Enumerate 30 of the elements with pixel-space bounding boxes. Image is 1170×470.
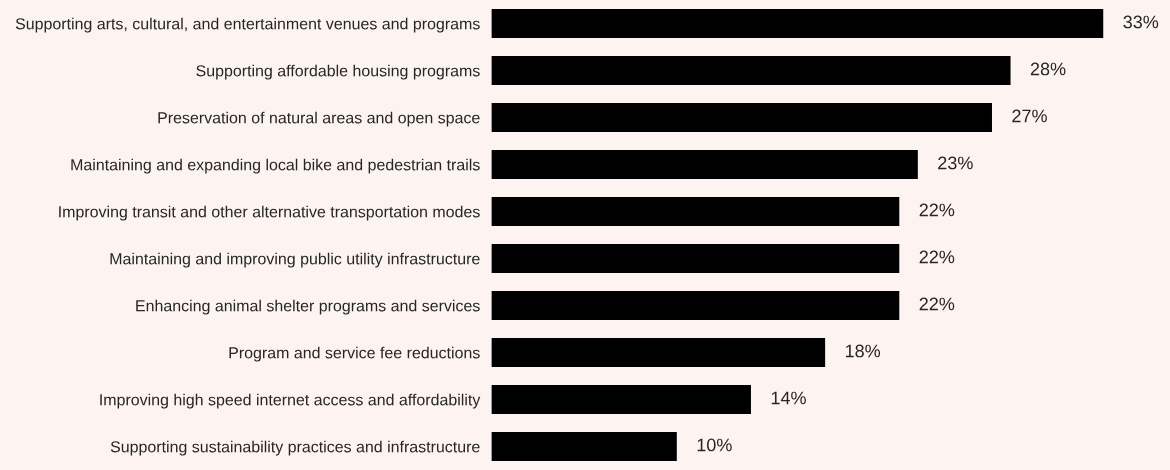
data-label: 10%: [697, 438, 732, 452]
data-label: 22%: [919, 203, 955, 217]
bar: [491, 55, 1011, 86]
bar: [491, 384, 751, 415]
bar: [491, 102, 992, 133]
data-label: 22%: [919, 250, 955, 264]
data-label: 22%: [919, 297, 955, 311]
bar: [491, 290, 900, 321]
data-label: 28%: [1030, 62, 1066, 76]
y-tick-label: Maintaining and improving public utility infrastructure: [110, 252, 480, 268]
data-label: 33%: [1123, 15, 1159, 29]
bar: [491, 196, 900, 227]
y-tick-label: Supporting sustainability practices and infrastructure: [110, 440, 480, 456]
y-tick-label: Improving transit and other alternative transportation modes: [59, 205, 480, 221]
data-label: 14%: [771, 391, 806, 405]
y-tick-label: Enhancing animal shelter programs and services: [136, 299, 480, 315]
data-label: 18%: [845, 344, 881, 358]
bar: [491, 337, 826, 368]
y-tick-label: Supporting affordable housing programs: [196, 64, 480, 80]
bar: [491, 431, 677, 462]
y-tick-label: Supporting arts, cultural, and entertainment venues and programs: [15, 17, 480, 33]
data-label: 23%: [938, 156, 973, 170]
y-tick-label: Maintaining and expanding local bike and pedestrian trails: [71, 158, 480, 174]
bar: [491, 149, 918, 180]
y-tick-label: Improving high speed internet access and affordability: [100, 393, 481, 409]
bar: [491, 243, 900, 274]
bar: [491, 8, 1104, 39]
y-tick-label: Preservation of natural areas and open space: [158, 111, 480, 127]
y-tick-label: Program and service fee reductions: [229, 346, 480, 362]
data-label: 27%: [1012, 109, 1047, 123]
